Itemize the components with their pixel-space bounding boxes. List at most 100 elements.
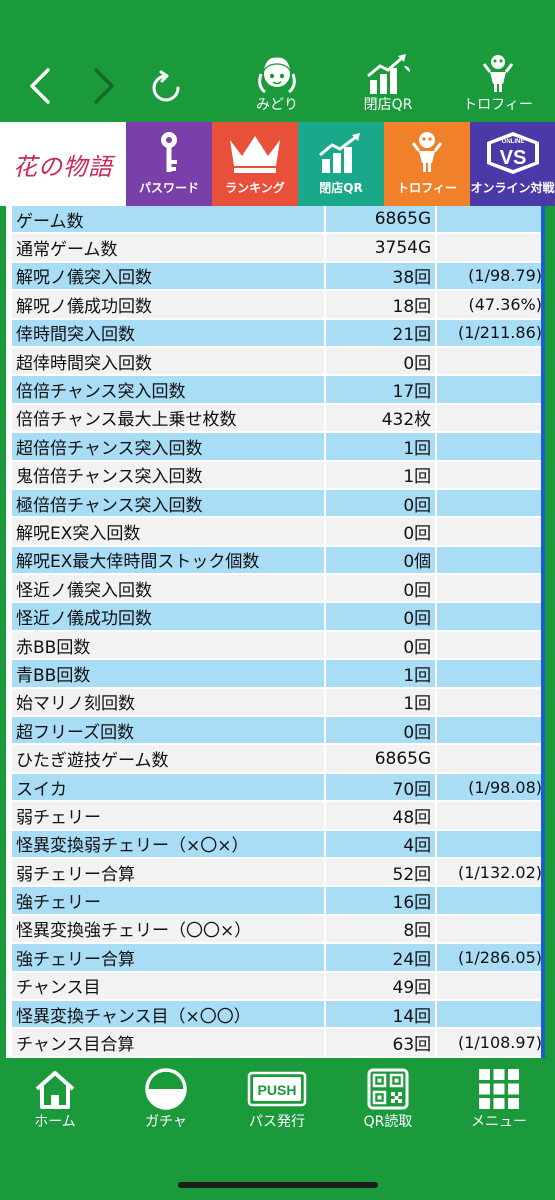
- stat-value: 70回: [326, 773, 438, 801]
- stat-ratio: [437, 660, 545, 687]
- stat-ratio: [437, 915, 545, 943]
- stats-panel[interactable]: ゲーム数 6865G 通常ゲーム数 3754G 解呪ノ儀突入回数 38回 (1/98.79)…: [0, 206, 555, 1058]
- stats-row: 怪異変換チャンス目（×〇〇） 14回: [12, 1000, 545, 1028]
- stat-label: 解呪EX突入回数: [12, 518, 327, 545]
- stat-label: 極倍倍チャンス突入回数: [12, 489, 327, 517]
- tile-ranking[interactable]: ランキング: [212, 122, 298, 206]
- stat-value: 0個: [326, 546, 438, 574]
- stats-row: 弱チェリー 48回: [12, 802, 545, 829]
- stat-ratio: [437, 972, 545, 999]
- stats-row: 超倖時間突入回数 0回: [12, 347, 545, 375]
- stat-label: 超倍倍チャンス突入回数: [12, 433, 327, 460]
- tile-password[interactable]: パスワード: [126, 122, 212, 206]
- stat-label: 怪異変換強チェリー（〇〇×）: [12, 915, 327, 943]
- nav-label: QR読取: [363, 1114, 413, 1130]
- top-navigation-bar: みどり 閉店QR トロフィー: [0, 0, 555, 122]
- stats-row: 通常ゲーム数 3754G: [12, 234, 545, 261]
- stat-label: スイカ: [12, 773, 327, 801]
- top-item-closing-qr[interactable]: 閉店QR: [343, 52, 433, 118]
- tile-online-battle[interactable]: ONLINE VS オンライン対戦: [470, 122, 555, 206]
- back-button[interactable]: [22, 62, 62, 110]
- stat-value: 3754G: [326, 234, 438, 261]
- stat-ratio: [437, 376, 545, 403]
- qr-icon: [338, 1066, 438, 1112]
- stat-value: 14回: [326, 1000, 438, 1028]
- game-logo-text: 花の物語: [13, 152, 113, 181]
- stat-value: 63回: [326, 1029, 438, 1056]
- top-item-label: 閉店QR: [363, 97, 413, 113]
- stats-row: 超フリーズ回数 0回: [12, 717, 545, 744]
- stat-ratio: [437, 575, 545, 602]
- stat-ratio: [437, 603, 545, 630]
- nav-pass-issue[interactable]: PUSH パス発行: [227, 1066, 327, 1132]
- stat-value: 38回: [326, 262, 438, 290]
- stat-value: 0回: [326, 518, 438, 545]
- top-item-midori[interactable]: みどり: [232, 52, 322, 118]
- stat-ratio: (1/98.08): [437, 773, 545, 801]
- nav-qr-read[interactable]: QR読取: [338, 1066, 438, 1132]
- stat-ratio: [437, 631, 545, 659]
- key-icon: [126, 122, 212, 178]
- vs-online-icon: ONLINE VS: [470, 122, 555, 178]
- stats-row: 強チェリー 16回: [12, 887, 545, 914]
- stats-row: ゲーム数 6865G: [12, 206, 545, 233]
- stat-label: 強チェリー: [12, 887, 327, 914]
- stat-ratio: [437, 433, 545, 460]
- nav-label: ホーム: [34, 1114, 76, 1130]
- stat-value: 432枚: [326, 404, 438, 432]
- chevron-right-icon: [94, 68, 114, 104]
- stat-label: 超倖時間突入回数: [12, 347, 327, 375]
- stat-ratio: [437, 1000, 545, 1028]
- stat-value: 0回: [326, 347, 438, 375]
- tile-label: トロフィー: [397, 181, 457, 195]
- stats-row: 強チェリー合算 24回 (1/286.05): [12, 944, 545, 971]
- chart-up-icon: [298, 122, 384, 178]
- stat-value: 1回: [326, 688, 438, 716]
- tile-closing-qr[interactable]: 閉店QR: [298, 122, 384, 206]
- game-logo[interactable]: 花の物語: [0, 122, 126, 206]
- stat-label: 弱チェリー合算: [12, 858, 327, 886]
- stats-row: 始マリノ刻回数 1回: [12, 688, 545, 716]
- trophy-figure-icon: [384, 122, 470, 178]
- stats-table: ゲーム数 6865G 通常ゲーム数 3754G 解呪ノ儀突入回数 38回 (1/98.79)…: [12, 206, 545, 1058]
- stat-ratio: [437, 887, 545, 914]
- stat-value: 0回: [326, 631, 438, 659]
- stat-label: 怪異変換チャンス目（×〇〇）: [12, 1000, 327, 1028]
- nav-menu[interactable]: メニュー: [449, 1066, 549, 1132]
- stat-ratio: [437, 518, 545, 545]
- tile-label: 閉店QR: [319, 181, 363, 195]
- stat-label: 解呪EX最大倖時間ストック個数: [12, 546, 327, 574]
- forward-button[interactable]: [82, 62, 122, 110]
- reload-button[interactable]: [148, 70, 184, 106]
- stat-ratio: [437, 347, 545, 375]
- nav-gacha[interactable]: ガチャ: [116, 1066, 216, 1132]
- stat-label: ゲーム数: [12, 206, 327, 233]
- stat-value: 6865G: [326, 206, 438, 233]
- top-item-trophy[interactable]: トロフィー: [453, 52, 543, 118]
- stats-row: 怪異変換弱チェリー（×〇×） 4回: [12, 830, 545, 857]
- stat-value: 1回: [326, 433, 438, 460]
- stat-label: 怪近ノ儀突入回数: [12, 575, 327, 602]
- stat-label: 解呪ノ儀突入回数: [12, 262, 327, 290]
- bottom-navigation: ホーム ガチャ PUSH パス発行: [0, 1058, 555, 1200]
- nav-home[interactable]: ホーム: [5, 1066, 105, 1132]
- stat-label: 通常ゲーム数: [12, 234, 327, 261]
- stat-ratio: [437, 546, 545, 574]
- scrollbar[interactable]: [541, 206, 545, 1058]
- stat-ratio: [437, 802, 545, 829]
- stat-value: 0回: [326, 603, 438, 630]
- stat-label: 倍倍チャンス最大上乗せ枚数: [12, 404, 327, 432]
- stat-ratio: (1/211.86): [437, 319, 545, 346]
- stat-value: 1回: [326, 461, 438, 488]
- tile-label: パスワード: [138, 181, 199, 195]
- stat-ratio: [437, 489, 545, 517]
- stats-row: 赤BB回数 0回: [12, 631, 545, 659]
- tile-trophy[interactable]: トロフィー: [384, 122, 470, 206]
- stat-label: 弱チェリー: [12, 802, 327, 829]
- home-indicator[interactable]: [178, 1182, 378, 1188]
- stat-value: 24回: [326, 944, 438, 971]
- stat-ratio: (1/286.05): [437, 944, 545, 971]
- stat-label: 鬼倍倍チャンス突入回数: [12, 461, 327, 488]
- stats-row: 怪異変換強チェリー（〇〇×） 8回: [12, 915, 545, 943]
- crown-icon: [212, 122, 298, 178]
